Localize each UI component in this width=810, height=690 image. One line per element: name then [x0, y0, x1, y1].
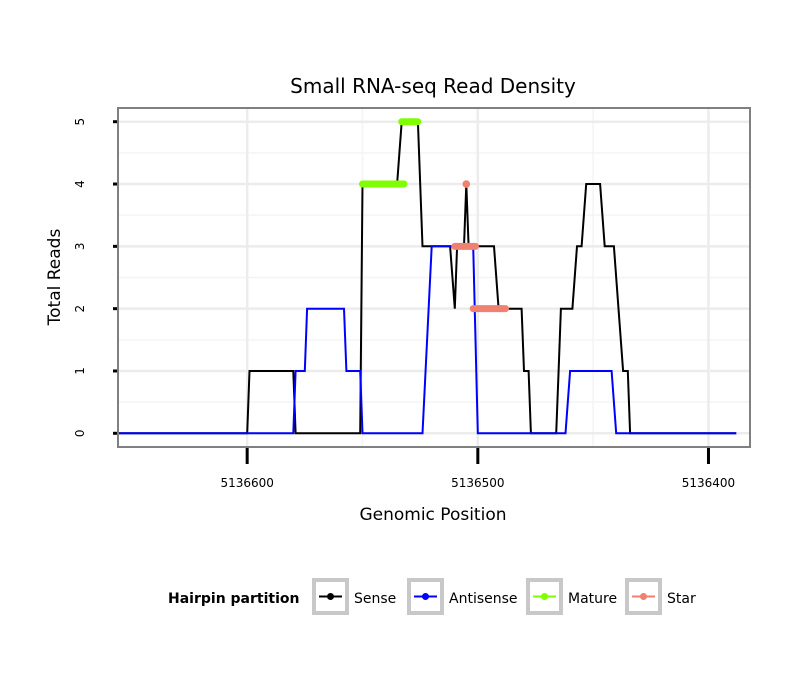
- series-point-star: [462, 180, 471, 188]
- legend-item-mature: Mature: [526, 578, 617, 615]
- legend-title: Hairpin partition: [168, 591, 299, 607]
- y-tick-label: 1: [73, 367, 87, 375]
- legend-key-dot: [640, 593, 647, 600]
- y-axis-label: Total Reads: [45, 229, 65, 327]
- legend-item-star: Star: [625, 578, 696, 615]
- y-axis: 0 1 2 3 4 5: [73, 118, 117, 437]
- legend-key-dot: [422, 593, 429, 600]
- y-tick-label: 3: [73, 243, 87, 251]
- x-tick-label: 5136600: [220, 476, 273, 490]
- legend: Hairpin partition Sense Antisense Mature St…: [168, 578, 696, 615]
- data-series: [118, 118, 737, 435]
- chart-title: Small RNA-seq Read Density: [290, 74, 576, 98]
- y-tick-label: 2: [73, 305, 87, 313]
- series-line-antisense: [118, 245, 737, 435]
- legend-label-star: Star: [667, 591, 696, 607]
- legend-label-mature: Mature: [568, 591, 617, 607]
- y-tick-label: 5: [73, 118, 87, 126]
- x-axis: 5136600 5136500 5136400: [220, 448, 735, 490]
- legend-item-antisense: Antisense: [407, 578, 518, 615]
- legend-item-sense: Sense: [312, 578, 396, 615]
- legend-label-sense: Sense: [354, 591, 396, 607]
- x-axis-label: Genomic Position: [359, 505, 506, 525]
- legend-label-antisense: Antisense: [449, 591, 518, 607]
- x-tick-label: 5136400: [682, 476, 735, 490]
- plot-panel-border: [117, 107, 751, 448]
- y-tick-label: 0: [73, 429, 87, 437]
- legend-key-dot: [541, 593, 548, 600]
- y-tick-label: 4: [73, 180, 87, 188]
- x-tick-label: 5136500: [451, 476, 504, 490]
- legend-key-dot: [327, 593, 334, 600]
